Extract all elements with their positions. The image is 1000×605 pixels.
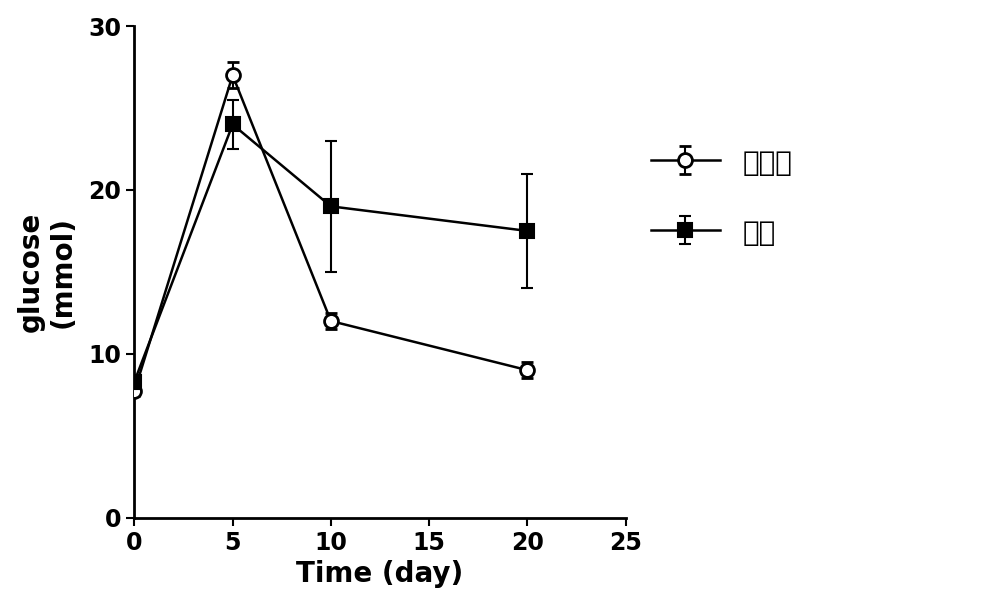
Legend: 组合物, 空白: 组合物, 空白: [640, 138, 803, 258]
Y-axis label: glucose
(mmol): glucose (mmol): [17, 212, 77, 332]
X-axis label: Time (day): Time (day): [296, 560, 464, 588]
